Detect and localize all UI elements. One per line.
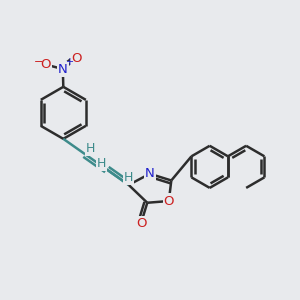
Text: H: H	[124, 172, 134, 184]
Text: O: O	[164, 194, 174, 208]
Text: O: O	[71, 52, 82, 65]
Text: N: N	[145, 167, 154, 180]
Text: +: +	[65, 57, 73, 67]
Text: N: N	[58, 62, 68, 76]
Text: −: −	[34, 57, 43, 67]
Text: H: H	[86, 142, 95, 154]
Text: O: O	[40, 58, 51, 71]
Text: O: O	[136, 217, 146, 230]
Text: H: H	[97, 157, 106, 170]
